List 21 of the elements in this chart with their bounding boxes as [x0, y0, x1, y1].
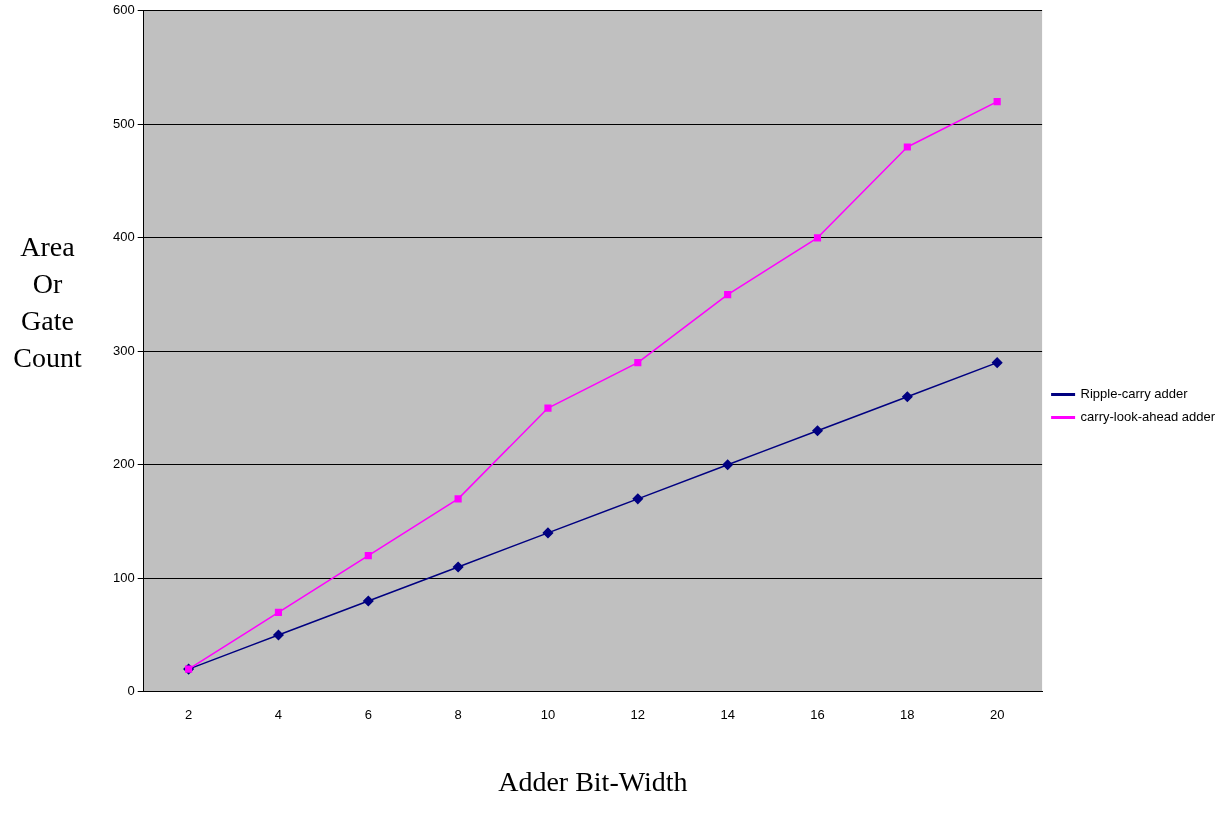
x-tick-label: 14 [720, 707, 735, 723]
x-axis-title: Adder Bit-Width [498, 765, 688, 797]
x-tick-label: 16 [810, 707, 825, 723]
y-tick-label: 600 [112, 2, 135, 18]
x-tick-label: 6 [364, 707, 372, 723]
y-tick-label: 200 [112, 456, 135, 472]
x-tick-label: 10 [540, 707, 556, 723]
x-tick-label: 8 [454, 707, 462, 723]
y-tick-label: 0 [127, 683, 135, 699]
x-tick-label: 4 [274, 707, 283, 723]
x-tick-label: 18 [900, 707, 915, 723]
y-tick-label: 300 [112, 342, 135, 358]
y-tick-label: 400 [112, 229, 135, 245]
legend-label: Ripple-carry adder [1080, 386, 1189, 402]
legend-label: carry-look-ahead adder [1080, 409, 1216, 425]
y-tick-label: 100 [112, 569, 135, 585]
x-tick-label: 20 [989, 707, 1005, 723]
x-tick-label: 2 [184, 707, 193, 723]
y-axis-title: Area Or Gate Count [12, 230, 83, 375]
x-tick-label: 12 [630, 707, 646, 723]
y-tick-label: 500 [112, 115, 135, 131]
